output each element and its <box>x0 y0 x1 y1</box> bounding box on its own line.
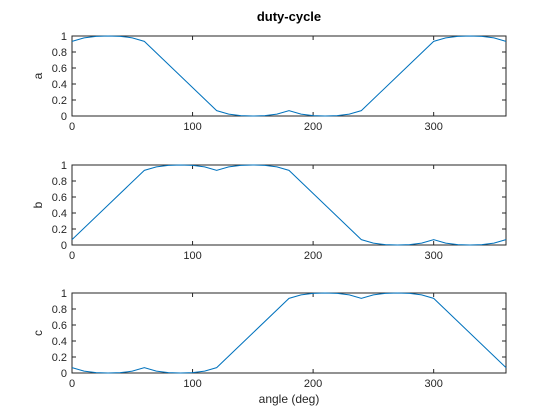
x-tick-label: 100 <box>183 250 201 262</box>
x-tick-label: 200 <box>304 250 322 262</box>
y-tick-label: 0.4 <box>52 208 67 220</box>
x-tick-label: 0 <box>69 378 75 390</box>
x-tick-label: 300 <box>424 121 442 133</box>
axes-box <box>71 292 507 374</box>
y-axis-label: c <box>31 330 45 336</box>
y-tick-label: 0 <box>61 111 67 123</box>
x-axis-label: angle (deg) <box>259 392 320 406</box>
y-tick-label: 0.4 <box>52 336 67 348</box>
y-tick-label: 0.4 <box>52 79 67 91</box>
y-tick-label: 0.8 <box>52 176 67 188</box>
figure-title: duty-cycle <box>257 9 321 24</box>
x-tick-label: 100 <box>183 121 201 133</box>
x-tick-label: 0 <box>69 250 75 262</box>
axes-box <box>71 164 507 246</box>
subplot-a: 0 100 200 300 0 0.2 0.4 0.6 0.8 1 a <box>31 31 507 133</box>
y-axis-label: a <box>31 72 45 79</box>
x-tick-label: 100 <box>183 378 201 390</box>
y-axis-label: b <box>31 201 45 208</box>
y-tick-label: 0.2 <box>52 352 67 364</box>
y-tick-label: 0.8 <box>52 304 67 316</box>
y-tick-label: 0 <box>61 240 67 252</box>
x-tick-label: 0 <box>69 121 75 133</box>
x-tick-label: 300 <box>424 250 442 262</box>
y-tick-label: 0.2 <box>52 224 67 236</box>
y-tick-label: 0 <box>61 368 67 380</box>
x-tick-label: 200 <box>304 121 322 133</box>
x-tick-label: 200 <box>304 378 322 390</box>
y-tick-label: 0.2 <box>52 95 67 107</box>
axes-box <box>71 35 507 117</box>
x-tick-label: 300 <box>424 378 442 390</box>
y-tick-label: 0.8 <box>52 47 67 59</box>
y-tick-label: 1 <box>61 288 67 300</box>
series-line-c <box>71 292 507 374</box>
series-line-a <box>71 35 507 117</box>
y-tick-label: 0.6 <box>52 320 67 332</box>
y-tick-label: 0.6 <box>52 63 67 75</box>
y-tick-label: 1 <box>61 160 67 172</box>
y-tick-label: 1 <box>61 31 67 43</box>
y-tick-label: 0.6 <box>52 192 67 204</box>
series-line-b <box>71 164 507 246</box>
subplot-c: 0 100 200 300 0 0.2 0.4 0.6 0.8 1 c angle (deg) <box>31 288 507 406</box>
subplot-b: 0 100 200 300 0 0.2 0.4 0.6 0.8 1 b <box>31 160 507 262</box>
